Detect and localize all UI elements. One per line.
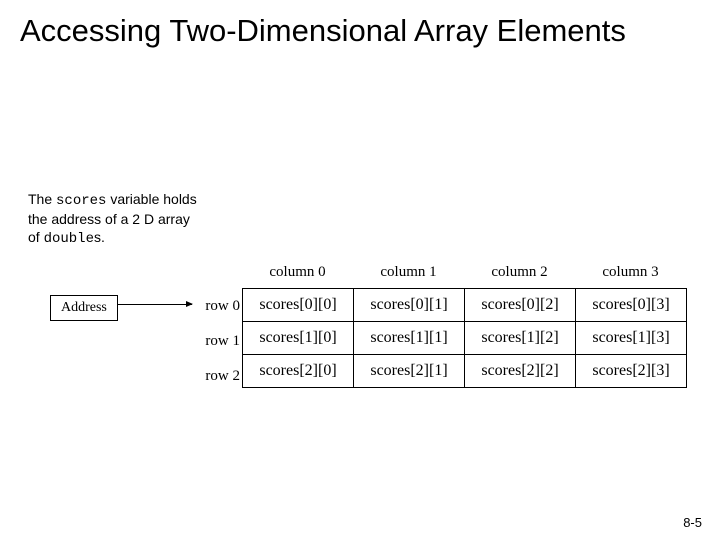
address-box: Address (50, 295, 118, 321)
array-table: scores[0][0] scores[0][1] scores[0][2] s… (242, 288, 687, 388)
cell: scores[1][1] (354, 322, 465, 355)
caption-text: The scores variable holds the address of… (28, 190, 198, 249)
slide-number: 8-5 (683, 515, 702, 530)
col-header: column 3 (575, 264, 686, 281)
col-header: column 0 (242, 264, 353, 281)
caption-pre: The (28, 191, 56, 207)
row-header: row 2 (196, 368, 240, 385)
caption-post: s. (94, 229, 105, 245)
cell: scores[1][2] (465, 322, 576, 355)
caption-var: scores (56, 193, 106, 209)
cell: scores[0][0] (243, 289, 354, 322)
row-header: row 1 (196, 333, 240, 350)
cell: scores[0][2] (465, 289, 576, 322)
cell: scores[1][3] (576, 322, 687, 355)
caption-type: double (44, 231, 94, 247)
cell: scores[2][0] (243, 355, 354, 388)
slide-title: Accessing Two-Dimensional Array Elements (0, 0, 720, 49)
cell: scores[0][1] (354, 289, 465, 322)
cell: scores[2][3] (576, 355, 687, 388)
col-header: column 1 (353, 264, 464, 281)
cell: scores[2][1] (354, 355, 465, 388)
cell: scores[2][2] (465, 355, 576, 388)
col-header: column 2 (464, 264, 575, 281)
table-row: scores[2][0] scores[2][1] scores[2][2] s… (243, 355, 687, 388)
table-row: scores[1][0] scores[1][1] scores[1][2] s… (243, 322, 687, 355)
table-row: scores[0][0] scores[0][1] scores[0][2] s… (243, 289, 687, 322)
row-header: row 0 (196, 298, 240, 315)
arrow-icon (117, 304, 192, 305)
cell: scores[1][0] (243, 322, 354, 355)
column-headers: column 0 column 1 column 2 column 3 (242, 264, 686, 281)
cell: scores[0][3] (576, 289, 687, 322)
